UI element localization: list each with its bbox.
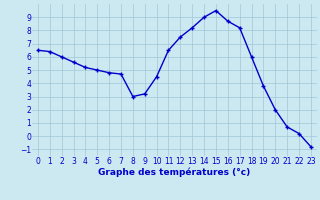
X-axis label: Graphe des températures (°c): Graphe des températures (°c) bbox=[98, 167, 251, 177]
